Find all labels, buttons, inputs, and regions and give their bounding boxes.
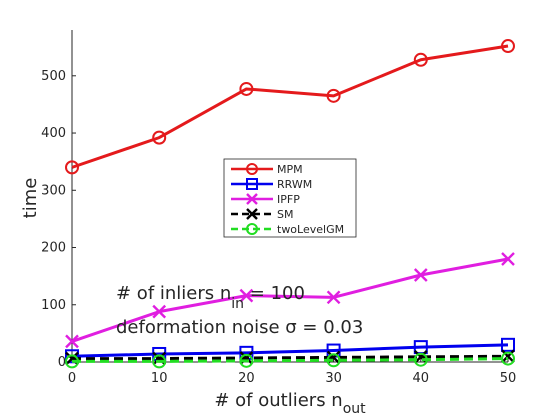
legend-label: SM bbox=[277, 208, 293, 221]
data-point-twolevelgm bbox=[326, 353, 341, 368]
series-line-ipfp bbox=[71, 257, 509, 343]
x-tick-label: 50 bbox=[500, 371, 517, 386]
data-point-twolevelgm bbox=[239, 353, 254, 368]
annotation-inliers: # of inliers nin = 100 bbox=[116, 283, 305, 312]
series-twolevelgm bbox=[65, 351, 515, 369]
legend-marker bbox=[246, 193, 258, 205]
legend: MPM RRWM IPFP SM twoLevelGM bbox=[223, 158, 357, 238]
data-point-mpm bbox=[152, 130, 167, 145]
data-point-mpm bbox=[65, 160, 79, 175]
annotation-inliers-value: = 100 bbox=[244, 283, 305, 304]
y-tick-label: 400 bbox=[41, 126, 66, 141]
x-tick-label: 20 bbox=[238, 371, 255, 386]
series-layer bbox=[65, 39, 515, 369]
legend-label: MPM bbox=[277, 163, 303, 176]
annotation-noise: deformation noise σ = 0.03 bbox=[116, 317, 363, 338]
series-line-mpm bbox=[71, 44, 509, 169]
data-point-twolevelgm bbox=[501, 351, 515, 366]
data-point-mpm bbox=[413, 52, 428, 67]
x-tick-label: 40 bbox=[413, 371, 430, 386]
series-line-rrwm bbox=[71, 343, 509, 358]
data-point-ipfp bbox=[413, 268, 428, 282]
y-axis-label: time bbox=[20, 178, 41, 219]
legend-label: IPFP bbox=[277, 193, 300, 206]
series-ipfp bbox=[65, 252, 515, 349]
data-point-ipfp bbox=[65, 334, 79, 349]
data-point-twolevelgm bbox=[65, 354, 79, 369]
data-point-rrwm bbox=[501, 337, 515, 352]
y-tick-label: 200 bbox=[41, 241, 66, 256]
x-ticks: 0 10 20 30 40 50 bbox=[68, 358, 516, 386]
legend-item-twolevelgm: twoLevelGM bbox=[231, 223, 344, 236]
y-tick-label: 500 bbox=[41, 69, 66, 84]
legend-marker bbox=[246, 178, 258, 190]
data-point-mpm bbox=[239, 81, 254, 96]
y-tick-label: 300 bbox=[41, 183, 66, 198]
legend-item-rrwm: RRWM bbox=[231, 178, 312, 191]
legend-item-ipfp: IPFP bbox=[231, 193, 300, 206]
legend-item-sm: SM bbox=[231, 208, 293, 221]
x-tick-label: 10 bbox=[151, 371, 168, 386]
x-axis-label-subscript: out bbox=[343, 401, 366, 417]
x-tick-label: 30 bbox=[325, 371, 342, 386]
data-point-ipfp bbox=[152, 304, 167, 319]
legend-label: RRWM bbox=[277, 178, 312, 191]
legend-label: twoLevelGM bbox=[277, 223, 344, 236]
data-point-ipfp bbox=[501, 252, 515, 266]
x-axis-label-main: # of outliers n bbox=[214, 390, 342, 411]
series-line-twolevelgm bbox=[72, 357, 509, 363]
y-tick-label: 100 bbox=[41, 298, 66, 313]
data-point-mpm bbox=[501, 39, 515, 54]
data-point-twolevelgm bbox=[413, 352, 428, 367]
legend-marker bbox=[246, 208, 258, 220]
series-sm bbox=[65, 349, 515, 366]
x-axis-label: # of outliers nout bbox=[214, 390, 366, 417]
data-point-sm bbox=[501, 349, 515, 364]
legend-marker bbox=[246, 163, 258, 175]
y-ticks: 0 100 200 300 400 500 bbox=[41, 69, 76, 370]
legend-item-mpm: MPM bbox=[231, 163, 303, 176]
annotation-inliers-subscript: in bbox=[231, 296, 244, 312]
annotation-inliers-main: # of inliers n bbox=[116, 283, 231, 304]
legend-marker bbox=[246, 223, 258, 235]
data-point-mpm bbox=[326, 88, 341, 103]
series-line-sm bbox=[72, 354, 509, 361]
x-tick-label: 0 bbox=[68, 371, 76, 386]
series-mpm bbox=[65, 39, 515, 175]
data-point-ipfp bbox=[239, 288, 254, 303]
data-point-twolevelgm bbox=[152, 354, 167, 369]
y-tick-label: 0 bbox=[58, 355, 66, 370]
data-point-ipfp bbox=[326, 290, 341, 305]
